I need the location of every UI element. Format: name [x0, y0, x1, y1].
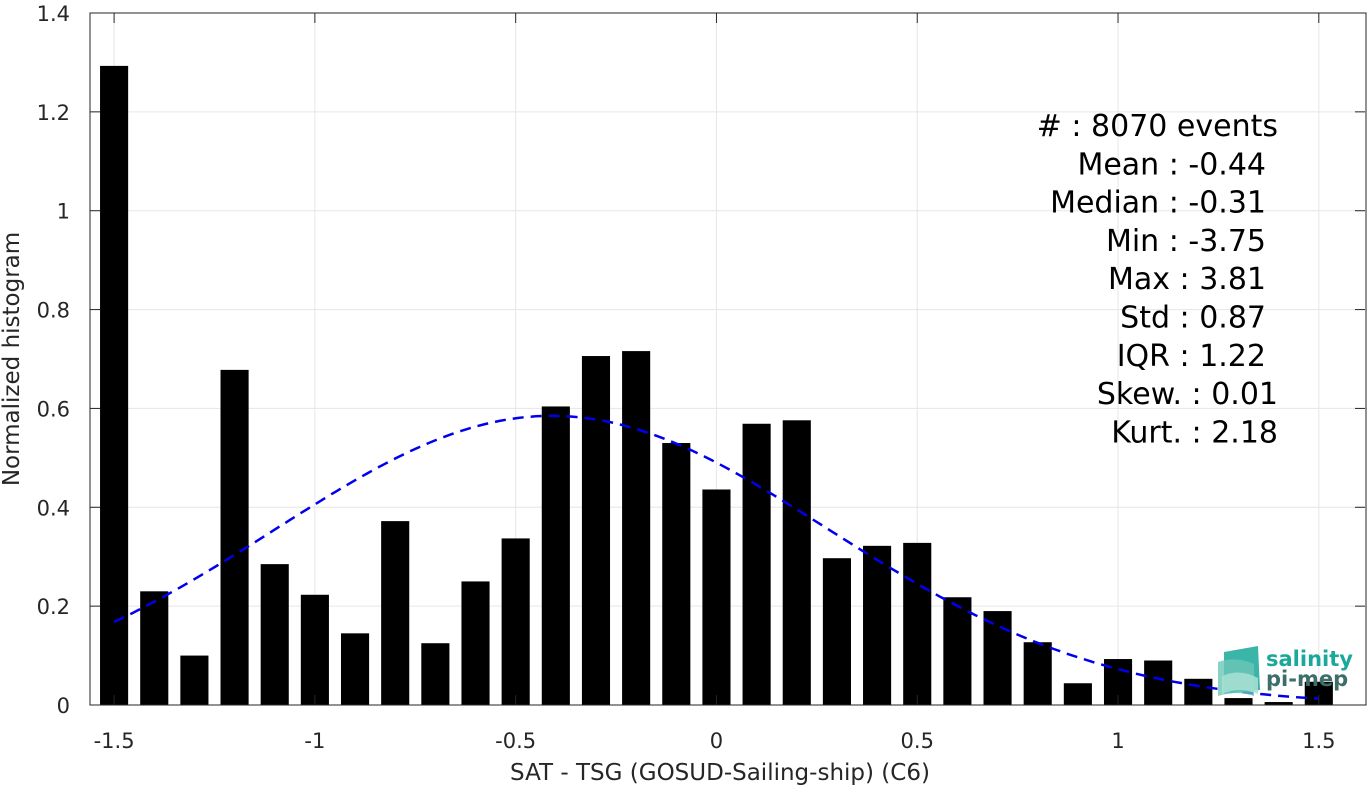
stat-line: Mean : -0.44 [1077, 147, 1266, 182]
histogram-bar [662, 443, 691, 705]
histogram-bar [180, 655, 209, 705]
x-tick-label: -1 [304, 729, 325, 753]
histogram-bar [702, 489, 731, 705]
histogram-bar [742, 423, 771, 705]
stat-line: IQR : 1.22 [1117, 339, 1266, 374]
histogram-bar [863, 545, 892, 705]
stat-line: # : 8070 events [1037, 109, 1278, 144]
histogram-bar [541, 406, 570, 705]
x-axis-label: SAT - TSG (GOSUD-Sailing-ship) (C6) [510, 760, 930, 786]
histogram-bar [581, 356, 611, 705]
x-tick-label: 1 [1111, 729, 1124, 753]
histogram-bar [461, 581, 490, 705]
y-tick-label: 0.8 [37, 299, 70, 323]
histogram-bar [421, 643, 450, 705]
x-tick-labels: -1.5 -1 -0.5 0 0.5 1 1.5 [94, 729, 1336, 753]
histogram-bar [501, 538, 530, 705]
stat-line: Median : -0.31 [1050, 186, 1266, 221]
y-tick-label: 1.2 [37, 101, 70, 125]
logo-text-pimep: pi-mep [1266, 667, 1348, 691]
x-tick-label: -1.5 [94, 729, 135, 753]
histogram-bar [1264, 702, 1293, 705]
histogram-bar [903, 542, 932, 705]
histogram-bar [1023, 642, 1052, 705]
histogram-bar [381, 521, 410, 705]
stat-line: Min : -3.75 [1106, 224, 1266, 259]
stat-line: Skew. : 0.01 [1097, 377, 1278, 412]
stat-line: Kurt. : 2.18 [1111, 415, 1278, 450]
histogram-bar [782, 420, 811, 705]
histogram-bar [983, 611, 1012, 705]
histogram-bar [340, 633, 370, 705]
y-tick-label: 0.6 [37, 397, 70, 421]
y-axis-label: Normalized histogram [0, 232, 25, 486]
logo-wave-icon [1218, 646, 1260, 696]
bars [100, 65, 1333, 706]
histogram-bar [100, 65, 129, 706]
histogram-bar [943, 597, 972, 705]
y-tick-label: 0.4 [37, 496, 70, 520]
x-tick-label: 1.5 [1302, 729, 1335, 753]
logo-text-salinity: salinity [1266, 647, 1353, 671]
histogram-bar [622, 351, 651, 705]
y-tick-label: 1 [57, 200, 70, 224]
histogram-bar [1144, 660, 1173, 705]
histogram-bar [1063, 683, 1092, 705]
histogram-bar [220, 369, 249, 705]
histogram-bar [260, 564, 289, 705]
x-tick-label: 0 [710, 729, 723, 753]
y-tick-label: 1.4 [37, 2, 70, 26]
stat-line: Max : 3.81 [1108, 262, 1266, 297]
histogram-bar [822, 558, 851, 705]
y-tick-labels: 0 0.2 0.4 0.6 0.8 1 1.2 1.4 [37, 2, 70, 718]
axis-ticks [90, 12, 1365, 706]
stat-line: Std : 0.87 [1120, 301, 1266, 336]
histogram-bar [140, 591, 169, 705]
plot-area-border [89, 12, 1367, 706]
x-tick-label: 0.5 [901, 729, 934, 753]
y-tick-label: 0 [57, 694, 70, 718]
histogram-bar [1304, 681, 1333, 705]
salinity-pimep-logo: salinity pi-mep [1218, 646, 1353, 696]
x-tick-label: -0.5 [495, 729, 536, 753]
histogram-bar [1224, 698, 1253, 705]
histogram-bar [300, 594, 329, 705]
histogram-bar [1184, 678, 1213, 705]
y-tick-label: 0.2 [37, 595, 70, 619]
